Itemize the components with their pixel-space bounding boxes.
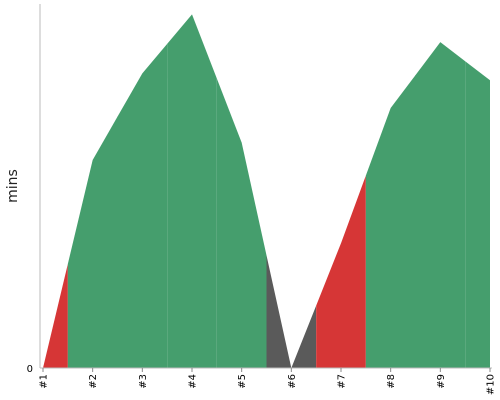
area-segment-9 [415,42,466,368]
x-tick-label: #10 [486,374,497,395]
x-axis-ticks: #1 #2 #3 #4 #5 #6 #7 #8 #9 #10 [39,368,497,395]
area-segment-2 [67,116,118,368]
area-segment-7 [316,175,366,368]
x-tick-label: #2 [88,374,99,389]
area-segment-10 [465,61,490,368]
x-tick-label: #7 [337,374,348,389]
x-tick-label: #8 [386,374,397,389]
area-segment-5 [216,78,267,368]
y-tick-label: 0 [27,364,33,375]
y-axis-label: mins [5,169,21,203]
area-segment-4 [167,14,217,369]
area-segment-6 [266,255,317,368]
area-segment-8 [365,75,416,368]
x-tick-label: #9 [436,374,447,389]
x-tick-label: #4 [188,374,199,389]
x-tick-label: #1 [39,374,50,389]
x-tick-label: #5 [237,374,248,389]
x-tick-label: #6 [287,374,298,389]
area-segments [43,14,490,369]
area-segment-1 [43,264,68,368]
x-tick-label: #3 [138,374,149,389]
area-segment-3 [117,43,168,369]
